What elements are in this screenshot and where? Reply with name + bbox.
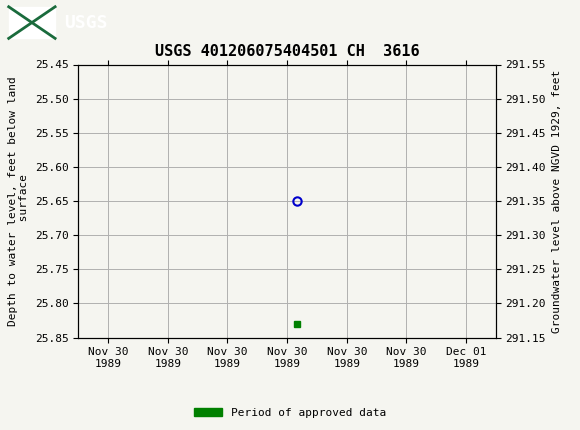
Y-axis label: Groundwater level above NGVD 1929, feet: Groundwater level above NGVD 1929, feet [552,69,561,333]
Y-axis label: Depth to water level, feet below land
 surface: Depth to water level, feet below land su… [8,76,29,326]
Legend: Period of approved data: Period of approved data [190,403,390,422]
Text: USGS: USGS [64,14,107,31]
Title: USGS 401206075404501 CH  3616: USGS 401206075404501 CH 3616 [155,44,419,59]
Bar [9,7,55,38]
